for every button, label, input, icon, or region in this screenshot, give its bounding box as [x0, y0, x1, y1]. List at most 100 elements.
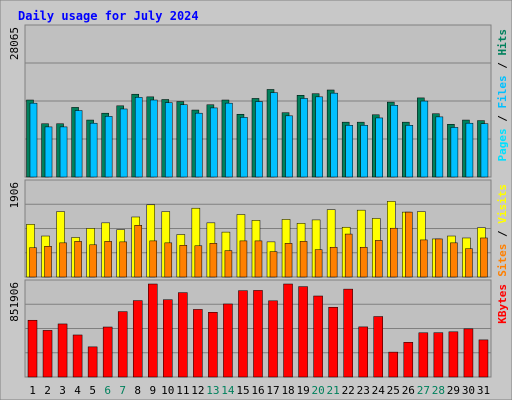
bar-files [285, 115, 293, 178]
bar-kbytes [403, 342, 414, 378]
bar-sites [74, 241, 82, 278]
bar-sites [194, 245, 203, 278]
legend: Pages / Files / Hits [496, 29, 509, 162]
bar-files [89, 122, 98, 178]
bar-files [450, 127, 459, 178]
bar-kbytes [478, 339, 489, 378]
bar-sites [314, 249, 323, 278]
bar-kbytes [433, 332, 444, 378]
x-tick-label: 1 [29, 384, 36, 397]
bar-files [345, 125, 353, 178]
legend: Sites / Visits [496, 184, 509, 277]
bar-kbytes [148, 283, 158, 378]
x-tick-label: 3 [59, 384, 66, 397]
bar-kbytes [163, 299, 173, 378]
legend-item-hits: Hits [496, 29, 509, 56]
bar-files [480, 123, 489, 178]
y-max-label: 851906 [8, 282, 21, 322]
bar-kbytes [72, 334, 83, 378]
chart-title: Daily usage for July 2024 [18, 9, 199, 23]
bar-sites [344, 233, 353, 278]
x-tick-label: 16 [251, 384, 264, 397]
bar-sites [149, 240, 158, 278]
bar-files [180, 104, 188, 178]
bar-sites [224, 250, 233, 278]
x-tick-label: 28 [432, 384, 445, 397]
legend-item-visits: Visits [496, 184, 509, 224]
x-tick-label: 8 [134, 384, 141, 397]
bar-files [165, 102, 173, 178]
bar-kbytes [27, 319, 38, 378]
bar-files [300, 98, 308, 178]
x-tick-label: 20 [312, 384, 325, 397]
bar-sites [239, 240, 248, 278]
x-tick-label: 26 [402, 384, 415, 397]
bar-sites [299, 241, 308, 278]
bar-sites [269, 251, 278, 278]
x-tick-label: 12 [191, 384, 204, 397]
x-tick-label: 17 [266, 384, 279, 397]
y-max-label: 1906 [8, 182, 21, 209]
bar-files [255, 101, 263, 178]
x-tick-label: 4 [74, 384, 81, 397]
x-tick-label: 5 [89, 384, 96, 397]
bar-kbytes [87, 346, 98, 378]
x-tick-label: 9 [149, 384, 156, 397]
x-tick-label: 13 [206, 384, 219, 397]
legend-item-sites: Sites [496, 244, 509, 277]
bar-files [134, 97, 143, 178]
bar-kbytes [117, 311, 128, 378]
x-tick-label: 21 [327, 384, 340, 397]
bar-sites [59, 242, 67, 278]
chart-panel-3: 851906 KBytes [8, 279, 509, 378]
legend-separator: / [496, 109, 509, 129]
bar-kbytes [178, 292, 188, 378]
bar-files [104, 116, 113, 178]
bar-sites [405, 211, 413, 278]
bar-sites [465, 248, 473, 278]
bar-files [240, 117, 248, 178]
bar-sites [480, 237, 488, 278]
bar-kbytes [373, 316, 383, 378]
bar-files [44, 126, 53, 178]
x-tick-label: 23 [357, 384, 370, 397]
bar-files [330, 92, 338, 178]
x-tick-label: 25 [387, 384, 400, 397]
bar-sites [254, 240, 263, 278]
bar-sites [420, 239, 428, 278]
bar-kbytes [448, 331, 459, 378]
legend-item-kbytes: KBytes [496, 284, 509, 324]
bar-sites [164, 242, 173, 278]
x-tick-label: 14 [221, 384, 235, 397]
legend-separator: / [496, 224, 509, 244]
legend-separator: / [496, 56, 509, 76]
x-tick-label: 10 [161, 384, 174, 397]
bar-kbytes [298, 286, 308, 378]
x-tick-label: 7 [119, 384, 126, 397]
x-tick-label: 15 [236, 384, 249, 397]
bar-files [195, 112, 203, 178]
bar-sites [435, 238, 443, 278]
x-tick-label: 31 [477, 384, 490, 397]
bar-kbytes [42, 330, 53, 378]
bar-files [405, 125, 414, 178]
bar-sites [134, 225, 142, 278]
bar-files [225, 102, 233, 178]
bar-kbytes [313, 295, 323, 378]
bar-files [315, 96, 323, 178]
bar-files [210, 107, 218, 178]
bar-sites [44, 246, 52, 278]
bar-files [150, 99, 158, 178]
bar-kbytes [328, 306, 338, 378]
bar-files [465, 122, 474, 178]
bar-kbytes [57, 323, 68, 378]
bar-files [420, 100, 429, 178]
bar-kbytes [208, 312, 218, 378]
legend: KBytes [496, 284, 509, 324]
x-tick-label: 29 [447, 384, 460, 397]
x-tick-label: 22 [342, 384, 355, 397]
x-tick-label: 18 [281, 384, 294, 397]
bar-files [59, 126, 68, 178]
